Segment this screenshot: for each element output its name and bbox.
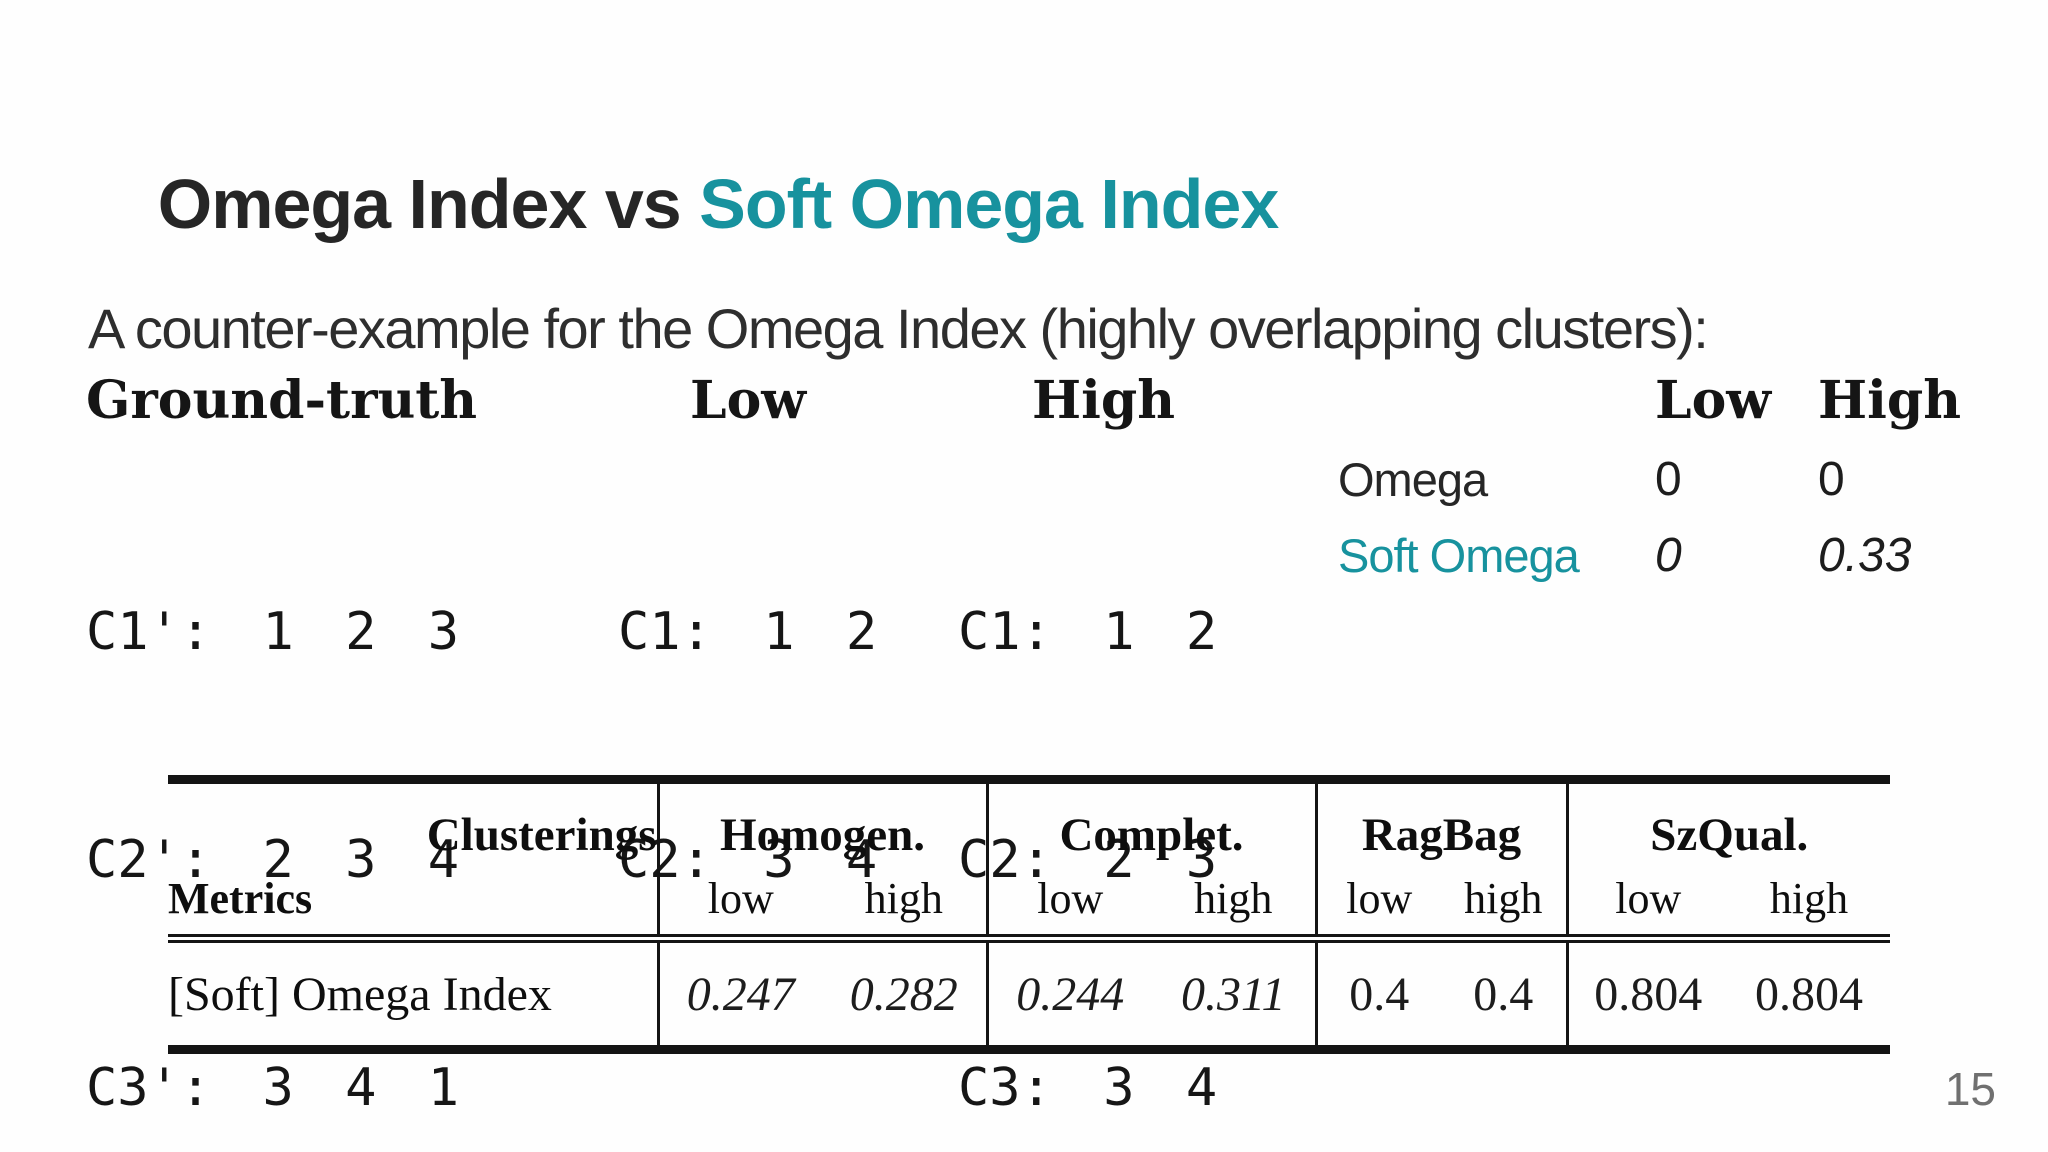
ground-truth-header: Ground-truth (86, 370, 478, 431)
value-ragbag-low: 0.4 (1314, 938, 1441, 1045)
value-ragbag-high: 0.4 (1473, 967, 1534, 1021)
cluster-line: C3: 3 4 (958, 1058, 1218, 1118)
value-complet-low: 0.244 (985, 938, 1152, 1045)
slide-subtitle: A counter-example for the Omega Index (h… (88, 297, 1709, 360)
omega-comparison-low-values: 0 0 (1655, 442, 1682, 594)
omega-high-value: 0 (1818, 453, 1845, 506)
omega-comparison-high-values: 0 0.33 (1818, 442, 1911, 594)
value-szqual-high: 0.804 (1755, 967, 1864, 1021)
page-number: 15 (1944, 1063, 1996, 1115)
value-homogen-low: 0.247 (656, 938, 822, 1045)
comparison-low-header: Low (1655, 370, 1772, 431)
sub-header-szqual-high: high (1728, 862, 1891, 943)
omega-low-value: 0 (1655, 453, 1682, 506)
table-bottom-rule (168, 1045, 1890, 1054)
group-header-szqual: SzQual. (1565, 784, 1891, 862)
sub-header-ragbag-high: high (1441, 862, 1568, 943)
sub-header-homogen-low: low (656, 862, 822, 943)
cluster-line: C1: 1 2 (618, 602, 878, 662)
sub-header-ragbag-low: low (1314, 862, 1441, 943)
omega-row-label: Omega (1338, 453, 1488, 506)
metrics-results-table: Clusterings Homogen. Complet. RagBag SzQ… (168, 784, 1891, 1045)
slide-title: Omega Index vs Soft Omega Index (84, 84, 1279, 324)
group-header-homogen: Homogen. (656, 784, 987, 862)
data-row-label: [Soft] Omega Index (168, 967, 552, 1021)
results-table: Clusterings Homogen. Complet. RagBag SzQ… (168, 775, 1891, 1054)
cluster-line: C3': 3 4 1 (86, 1058, 460, 1118)
value-homogen-high: 0.282 (849, 967, 958, 1021)
table-top-rule (168, 775, 1890, 784)
sub-header-complet-low: low (985, 862, 1152, 943)
soft-omega-row-label: Soft Omega (1338, 529, 1580, 582)
sub-header-complet-high: high (1152, 862, 1316, 943)
value-complet-high: 0.311 (1181, 967, 1286, 1021)
sub-header-homogen-high: high (822, 862, 987, 943)
low-clustering-header: Low (690, 370, 807, 431)
soft-omega-high-value: 0.33 (1818, 529, 1912, 582)
group-header-complet: Complet. (985, 784, 1316, 862)
soft-omega-low-value: 0 (1655, 529, 1682, 582)
corner-clusterings-label: Clusterings (426, 809, 657, 861)
value-szqual-low: 0.804 (1565, 938, 1729, 1045)
sub-header-szqual-low: low (1565, 862, 1729, 943)
group-header-ragbag: RagBag (1314, 784, 1568, 862)
comparison-high-header: High (1818, 370, 1962, 431)
title-accent-text: Soft Omega Index (699, 165, 1279, 243)
high-clustering-header: High (1032, 370, 1176, 431)
cluster-line: C1: 1 2 (958, 602, 1218, 662)
cluster-line: C1': 1 2 3 (86, 602, 460, 662)
omega-comparison-labels: Omega Soft Omega (1338, 442, 1580, 594)
corner-metrics-label: Metrics (168, 862, 658, 943)
title-plain-text: Omega Index vs (157, 165, 700, 243)
